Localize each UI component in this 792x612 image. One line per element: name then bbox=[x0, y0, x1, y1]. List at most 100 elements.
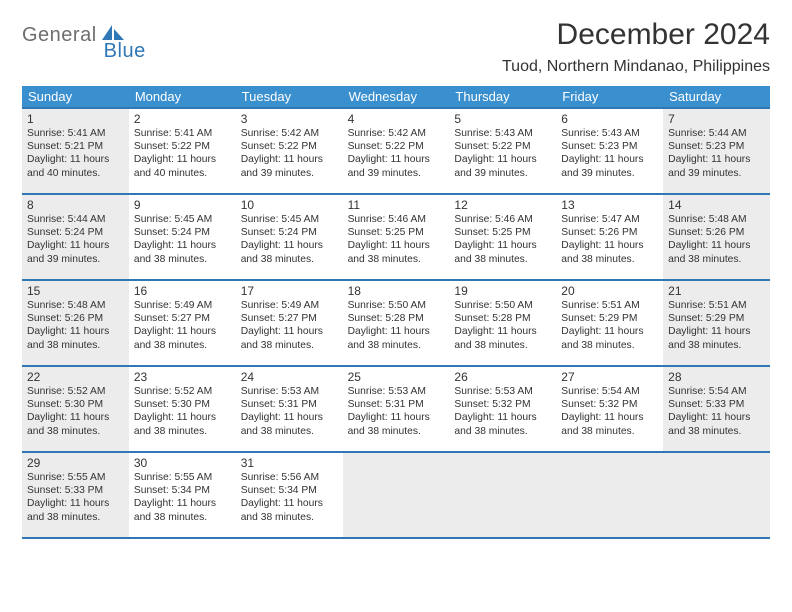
day-info: Sunrise: 5:55 AMSunset: 5:34 PMDaylight:… bbox=[134, 471, 231, 524]
dayname-header: Monday bbox=[129, 86, 236, 107]
day-number: 29 bbox=[27, 456, 124, 470]
day-info: Sunrise: 5:53 AMSunset: 5:31 PMDaylight:… bbox=[241, 385, 338, 438]
calendar-cell: 5Sunrise: 5:43 AMSunset: 5:22 PMDaylight… bbox=[449, 107, 556, 193]
calendar-cell: 7Sunrise: 5:44 AMSunset: 5:23 PMDaylight… bbox=[663, 107, 770, 193]
day-info: Sunrise: 5:49 AMSunset: 5:27 PMDaylight:… bbox=[134, 299, 231, 352]
calendar-cell: 2Sunrise: 5:41 AMSunset: 5:22 PMDaylight… bbox=[129, 107, 236, 193]
calendar-cell: 15Sunrise: 5:48 AMSunset: 5:26 PMDayligh… bbox=[22, 279, 129, 365]
day-info: Sunrise: 5:48 AMSunset: 5:26 PMDaylight:… bbox=[668, 213, 765, 266]
day-info: Sunrise: 5:52 AMSunset: 5:30 PMDaylight:… bbox=[27, 385, 124, 438]
dayname-header: Friday bbox=[556, 86, 663, 107]
day-number: 19 bbox=[454, 284, 551, 298]
dayname-header: Sunday bbox=[22, 86, 129, 107]
calendar-cell: 9Sunrise: 5:45 AMSunset: 5:24 PMDaylight… bbox=[129, 193, 236, 279]
calendar-cell: 12Sunrise: 5:46 AMSunset: 5:25 PMDayligh… bbox=[449, 193, 556, 279]
day-number: 3 bbox=[241, 112, 338, 126]
day-number: 10 bbox=[241, 198, 338, 212]
calendar-cell: 8Sunrise: 5:44 AMSunset: 5:24 PMDaylight… bbox=[22, 193, 129, 279]
calendar-cell: 3Sunrise: 5:42 AMSunset: 5:22 PMDaylight… bbox=[236, 107, 343, 193]
day-number: 24 bbox=[241, 370, 338, 384]
day-info: Sunrise: 5:54 AMSunset: 5:33 PMDaylight:… bbox=[668, 385, 765, 438]
calendar-cell-empty bbox=[449, 451, 556, 537]
day-number: 16 bbox=[134, 284, 231, 298]
day-number: 5 bbox=[454, 112, 551, 126]
day-info: Sunrise: 5:48 AMSunset: 5:26 PMDaylight:… bbox=[27, 299, 124, 352]
day-number: 7 bbox=[668, 112, 765, 126]
day-info: Sunrise: 5:50 AMSunset: 5:28 PMDaylight:… bbox=[348, 299, 445, 352]
day-info: Sunrise: 5:50 AMSunset: 5:28 PMDaylight:… bbox=[454, 299, 551, 352]
day-info: Sunrise: 5:56 AMSunset: 5:34 PMDaylight:… bbox=[241, 471, 338, 524]
day-info: Sunrise: 5:55 AMSunset: 5:33 PMDaylight:… bbox=[27, 471, 124, 524]
day-number: 17 bbox=[241, 284, 338, 298]
day-number: 27 bbox=[561, 370, 658, 384]
calendar-cell-empty bbox=[663, 451, 770, 537]
calendar-cell: 10Sunrise: 5:45 AMSunset: 5:24 PMDayligh… bbox=[236, 193, 343, 279]
dayname-header: Thursday bbox=[449, 86, 556, 107]
calendar-cell: 19Sunrise: 5:50 AMSunset: 5:28 PMDayligh… bbox=[449, 279, 556, 365]
month-title: December 2024 bbox=[502, 18, 770, 52]
day-number: 21 bbox=[668, 284, 765, 298]
logo-text-general: General bbox=[22, 24, 97, 47]
dayname-header: Tuesday bbox=[236, 86, 343, 107]
calendar-cell: 22Sunrise: 5:52 AMSunset: 5:30 PMDayligh… bbox=[22, 365, 129, 451]
calendar-cell-empty bbox=[556, 451, 663, 537]
day-number: 20 bbox=[561, 284, 658, 298]
day-info: Sunrise: 5:42 AMSunset: 5:22 PMDaylight:… bbox=[241, 127, 338, 180]
title-block: December 2024 Tuod, Northern Mindanao, P… bbox=[502, 18, 770, 76]
day-info: Sunrise: 5:52 AMSunset: 5:30 PMDaylight:… bbox=[134, 385, 231, 438]
calendar-cell: 4Sunrise: 5:42 AMSunset: 5:22 PMDaylight… bbox=[343, 107, 450, 193]
day-number: 23 bbox=[134, 370, 231, 384]
day-number: 11 bbox=[348, 198, 445, 212]
day-info: Sunrise: 5:44 AMSunset: 5:23 PMDaylight:… bbox=[668, 127, 765, 180]
calendar-grid: SundayMondayTuesdayWednesdayThursdayFrid… bbox=[22, 86, 770, 539]
day-number: 9 bbox=[134, 198, 231, 212]
calendar-cell: 11Sunrise: 5:46 AMSunset: 5:25 PMDayligh… bbox=[343, 193, 450, 279]
day-number: 13 bbox=[561, 198, 658, 212]
calendar-cell: 17Sunrise: 5:49 AMSunset: 5:27 PMDayligh… bbox=[236, 279, 343, 365]
day-number: 14 bbox=[668, 198, 765, 212]
day-info: Sunrise: 5:45 AMSunset: 5:24 PMDaylight:… bbox=[134, 213, 231, 266]
calendar-cell: 25Sunrise: 5:53 AMSunset: 5:31 PMDayligh… bbox=[343, 365, 450, 451]
day-info: Sunrise: 5:53 AMSunset: 5:32 PMDaylight:… bbox=[454, 385, 551, 438]
day-info: Sunrise: 5:49 AMSunset: 5:27 PMDaylight:… bbox=[241, 299, 338, 352]
calendar-cell: 26Sunrise: 5:53 AMSunset: 5:32 PMDayligh… bbox=[449, 365, 556, 451]
calendar-cell: 21Sunrise: 5:51 AMSunset: 5:29 PMDayligh… bbox=[663, 279, 770, 365]
day-number: 26 bbox=[454, 370, 551, 384]
day-info: Sunrise: 5:53 AMSunset: 5:31 PMDaylight:… bbox=[348, 385, 445, 438]
day-info: Sunrise: 5:46 AMSunset: 5:25 PMDaylight:… bbox=[348, 213, 445, 266]
calendar-cell: 20Sunrise: 5:51 AMSunset: 5:29 PMDayligh… bbox=[556, 279, 663, 365]
day-info: Sunrise: 5:43 AMSunset: 5:23 PMDaylight:… bbox=[561, 127, 658, 180]
logo: General Blue bbox=[22, 24, 168, 47]
day-info: Sunrise: 5:47 AMSunset: 5:26 PMDaylight:… bbox=[561, 213, 658, 266]
day-info: Sunrise: 5:45 AMSunset: 5:24 PMDaylight:… bbox=[241, 213, 338, 266]
day-number: 25 bbox=[348, 370, 445, 384]
day-number: 31 bbox=[241, 456, 338, 470]
day-number: 15 bbox=[27, 284, 124, 298]
day-info: Sunrise: 5:42 AMSunset: 5:22 PMDaylight:… bbox=[348, 127, 445, 180]
calendar-cell: 24Sunrise: 5:53 AMSunset: 5:31 PMDayligh… bbox=[236, 365, 343, 451]
day-number: 30 bbox=[134, 456, 231, 470]
day-number: 28 bbox=[668, 370, 765, 384]
dayname-header: Saturday bbox=[663, 86, 770, 107]
day-info: Sunrise: 5:43 AMSunset: 5:22 PMDaylight:… bbox=[454, 127, 551, 180]
calendar-cell: 28Sunrise: 5:54 AMSunset: 5:33 PMDayligh… bbox=[663, 365, 770, 451]
day-info: Sunrise: 5:46 AMSunset: 5:25 PMDaylight:… bbox=[454, 213, 551, 266]
calendar-cell: 14Sunrise: 5:48 AMSunset: 5:26 PMDayligh… bbox=[663, 193, 770, 279]
calendar-cell: 30Sunrise: 5:55 AMSunset: 5:34 PMDayligh… bbox=[129, 451, 236, 537]
day-info: Sunrise: 5:44 AMSunset: 5:24 PMDaylight:… bbox=[27, 213, 124, 266]
day-info: Sunrise: 5:54 AMSunset: 5:32 PMDaylight:… bbox=[561, 385, 658, 438]
day-number: 4 bbox=[348, 112, 445, 126]
day-number: 8 bbox=[27, 198, 124, 212]
day-number: 6 bbox=[561, 112, 658, 126]
day-info: Sunrise: 5:41 AMSunset: 5:22 PMDaylight:… bbox=[134, 127, 231, 180]
day-number: 12 bbox=[454, 198, 551, 212]
dayname-header: Wednesday bbox=[343, 86, 450, 107]
calendar-cell: 27Sunrise: 5:54 AMSunset: 5:32 PMDayligh… bbox=[556, 365, 663, 451]
day-info: Sunrise: 5:41 AMSunset: 5:21 PMDaylight:… bbox=[27, 127, 124, 180]
location: Tuod, Northern Mindanao, Philippines bbox=[502, 58, 770, 76]
calendar-cell: 6Sunrise: 5:43 AMSunset: 5:23 PMDaylight… bbox=[556, 107, 663, 193]
calendar-cell-empty bbox=[343, 451, 450, 537]
day-number: 1 bbox=[27, 112, 124, 126]
calendar-cell: 23Sunrise: 5:52 AMSunset: 5:30 PMDayligh… bbox=[129, 365, 236, 451]
calendar-cell: 18Sunrise: 5:50 AMSunset: 5:28 PMDayligh… bbox=[343, 279, 450, 365]
